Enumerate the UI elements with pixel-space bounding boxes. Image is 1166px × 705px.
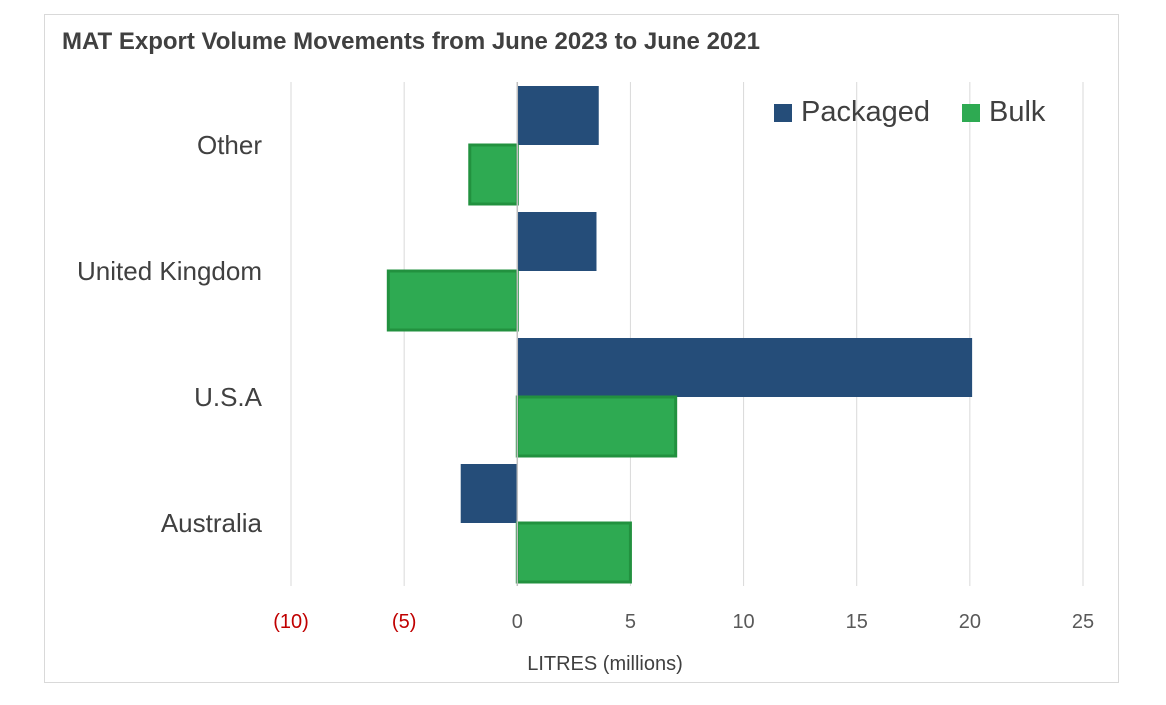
chart-title: MAT Export Volume Movements from June 20… — [62, 28, 760, 55]
bar-packaged-other — [517, 86, 599, 145]
legend-item-bulk: Bulk — [962, 96, 1045, 129]
legend-swatch-bulk — [962, 103, 980, 122]
bar-bulk-australia — [515, 521, 632, 584]
bar-packaged-australia — [460, 464, 518, 523]
bar-bulk-united-kingdom — [386, 269, 519, 332]
x-tick-label: (5) — [392, 611, 416, 633]
x-tick-label: 10 — [732, 611, 754, 633]
bar-packaged-u-s-a — [517, 338, 973, 397]
legend-item-packaged: Packaged — [774, 96, 930, 129]
x-tick-label: 15 — [846, 611, 868, 633]
bar-bulk-u-s-a — [515, 395, 678, 458]
bar-packaged-united-kingdom — [517, 212, 597, 271]
y-category-label: Australia — [161, 508, 263, 538]
legend-label-packaged: Packaged — [801, 96, 930, 128]
y-category-label: U.S.A — [194, 382, 263, 412]
x-tick-label: 25 — [1072, 611, 1094, 633]
legend-swatch-packaged — [774, 103, 792, 122]
x-tick-label: 0 — [512, 611, 523, 633]
x-axis-title: LITRES (millions) — [527, 653, 683, 675]
x-tick-label: (10) — [273, 611, 309, 633]
bar-bulk-other — [468, 143, 519, 206]
legend-label-bulk: Bulk — [989, 96, 1046, 128]
x-tick-label: 5 — [625, 611, 636, 633]
x-tick-label: 20 — [959, 611, 981, 633]
y-category-label: United Kingdom — [77, 256, 262, 286]
y-category-label: Other — [197, 130, 262, 160]
